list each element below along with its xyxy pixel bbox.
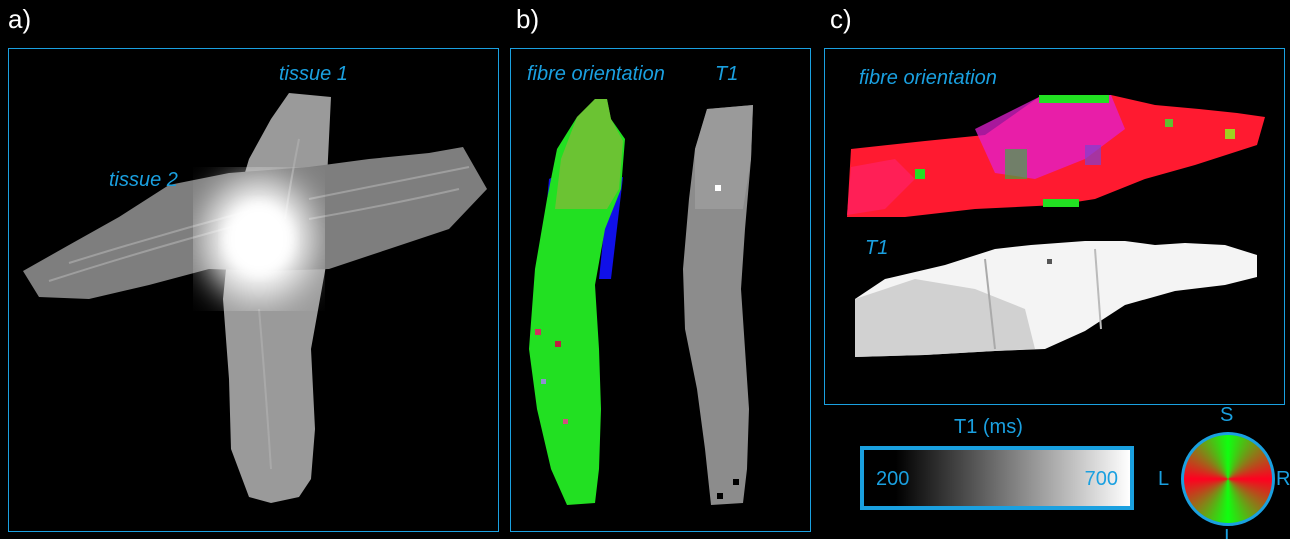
orientation-color-wheel	[1181, 432, 1275, 526]
c-t1-strip	[855, 241, 1257, 357]
b-t1-label: T1	[715, 63, 739, 85]
wheel-bottom-label: I	[1224, 526, 1230, 539]
panel-a: tissue 1 tissue 2	[8, 48, 499, 532]
t1-strip	[683, 105, 753, 505]
wheel-top-label: S	[1220, 404, 1234, 426]
wheel-right-label: R	[1276, 468, 1290, 490]
t1-colorbar: 200 700	[860, 446, 1134, 510]
c-t1-label: T1	[865, 237, 889, 259]
c-fibre-orientation-strip	[847, 95, 1265, 217]
panel-c-label: c)	[830, 4, 852, 34]
cross-tissue-image	[23, 93, 487, 503]
tissue-2-label: tissue 2	[109, 169, 178, 191]
panel-b-label: b)	[516, 4, 540, 34]
panel-b: fibre orientation T1	[510, 48, 811, 532]
wheel-left-label: L	[1158, 468, 1170, 490]
colorbar-title: T1 (ms)	[954, 416, 1023, 438]
c-fibre-label: fibre orientation	[859, 67, 997, 89]
b-fibre-label: fibre orientation	[527, 63, 665, 85]
colorbar-min: 200	[876, 468, 910, 490]
panel-a-label: a)	[8, 4, 32, 34]
tissue-1-label: tissue 1	[279, 63, 348, 85]
fibre-orientation-strip	[529, 99, 625, 505]
colorbar-max: 700	[1084, 468, 1118, 490]
panel-c: fibre orientation T1	[824, 48, 1285, 405]
